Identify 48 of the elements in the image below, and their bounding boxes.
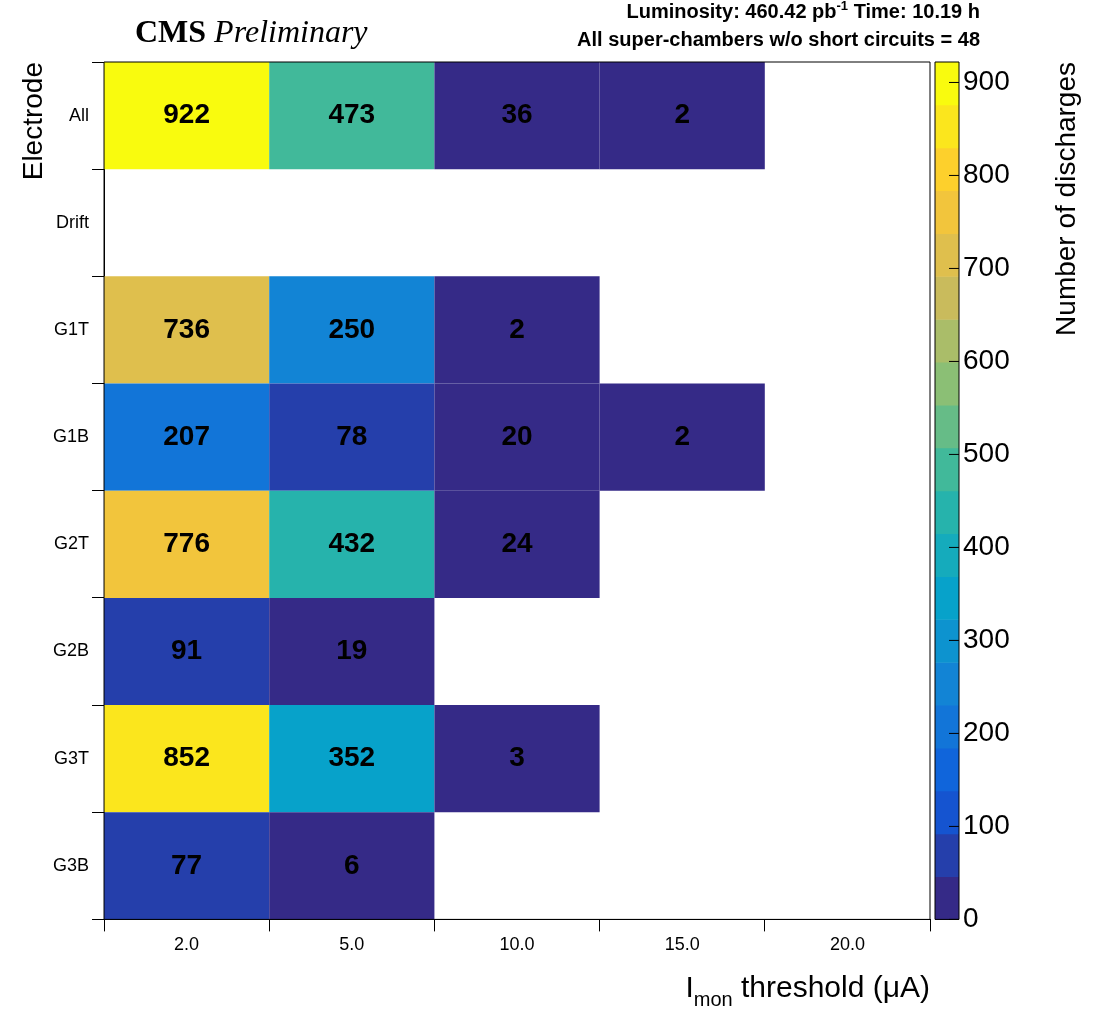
color-bar-title: Number of discharges <box>1050 62 1081 336</box>
data-label: 473 <box>328 98 376 130</box>
data-label: 852 <box>163 741 210 773</box>
data-label: 2 <box>509 312 525 344</box>
data-label: 6 <box>344 848 360 880</box>
color-bar-label: 100 <box>963 809 1010 841</box>
x-tick-label: 20.0 <box>829 934 865 955</box>
y-axis-title: Electrode <box>17 61 48 181</box>
y-tick-label: G3T <box>54 747 90 768</box>
color-bar-label: 700 <box>963 251 1010 283</box>
data-label: 2 <box>674 419 690 451</box>
data-label: 207 <box>163 419 210 451</box>
data-label: 2 <box>674 98 690 130</box>
x-tick-label: 2.0 <box>174 934 200 955</box>
x-tick-label: 10.0 <box>499 934 535 955</box>
x-tick-label: 5.0 <box>339 934 365 955</box>
chart-title: CMS Preliminary <box>135 13 369 49</box>
data-label: 91 <box>171 634 203 666</box>
color-bar-label: 500 <box>963 437 1010 469</box>
color-bar-label: 800 <box>963 158 1010 190</box>
y-tick-label: G1T <box>54 318 90 339</box>
y-tick-label: G2B <box>52 640 90 661</box>
data-label: 922 <box>163 98 210 130</box>
data-label: 36 <box>501 98 533 130</box>
data-label: 250 <box>328 312 376 344</box>
color-bar-label: 600 <box>963 344 1010 376</box>
y-tick-label: G3B <box>52 854 90 875</box>
color-bar-label: 300 <box>963 623 1010 655</box>
y-tick-label: G2T <box>54 533 90 554</box>
text: All super-chambers w/o short circuits = 48 <box>577 28 981 50</box>
data-label: 776 <box>163 527 210 559</box>
color-bar-label: 900 <box>963 65 1010 97</box>
data-label: 24 <box>501 527 533 559</box>
data-label: 352 <box>328 741 376 773</box>
data-label: 19 <box>336 634 368 666</box>
data-label: 736 <box>163 312 210 344</box>
data-label: 78 <box>336 419 368 451</box>
data-label: 432 <box>328 527 376 559</box>
data-label: 3 <box>509 741 525 773</box>
y-tick-label: Drift <box>56 211 90 232</box>
color-bar-label: 400 <box>963 530 1010 562</box>
color-bar-label: 0 <box>963 902 979 934</box>
data-label: 77 <box>171 848 203 880</box>
color-bar-label: 200 <box>963 716 1010 748</box>
y-tick-label: G1B <box>52 426 90 447</box>
y-tick-label: All <box>69 104 90 125</box>
data-label: 20 <box>501 419 533 451</box>
x-tick-label: 15.0 <box>664 934 700 955</box>
